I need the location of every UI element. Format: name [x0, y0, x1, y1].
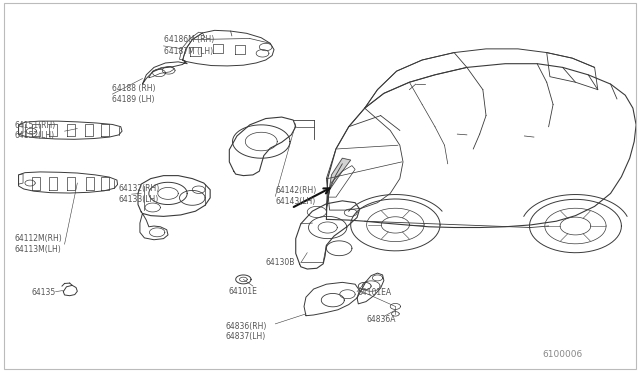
Text: 64836(RH): 64836(RH)	[225, 321, 267, 331]
Text: 64135: 64135	[31, 288, 56, 297]
Text: 64187M (LH): 64187M (LH)	[164, 47, 212, 56]
Text: 64151(RH): 64151(RH)	[15, 122, 56, 131]
Text: 64101E: 64101E	[228, 287, 257, 296]
Text: 64189 (LH): 64189 (LH)	[113, 95, 155, 104]
Text: 64186M (RH): 64186M (RH)	[164, 35, 214, 44]
Text: 64112M(RH): 64112M(RH)	[15, 234, 63, 243]
Text: 64837(LH): 64837(LH)	[225, 331, 266, 341]
Text: 64143(LH): 64143(LH)	[275, 198, 316, 206]
Text: 64113M(LH): 64113M(LH)	[15, 245, 61, 254]
Text: 64188 (RH): 64188 (RH)	[113, 84, 156, 93]
Text: 64142(RH): 64142(RH)	[275, 186, 317, 195]
Text: 64132(RH): 64132(RH)	[119, 184, 160, 193]
Text: 64836A: 64836A	[367, 315, 396, 324]
Text: 64130B: 64130B	[266, 258, 295, 267]
Text: 64152(LH): 64152(LH)	[15, 131, 55, 141]
Polygon shape	[326, 158, 351, 208]
Text: 64133(LH): 64133(LH)	[119, 195, 159, 204]
Text: 64101EA: 64101EA	[357, 288, 391, 297]
Text: 6100006: 6100006	[543, 350, 583, 359]
